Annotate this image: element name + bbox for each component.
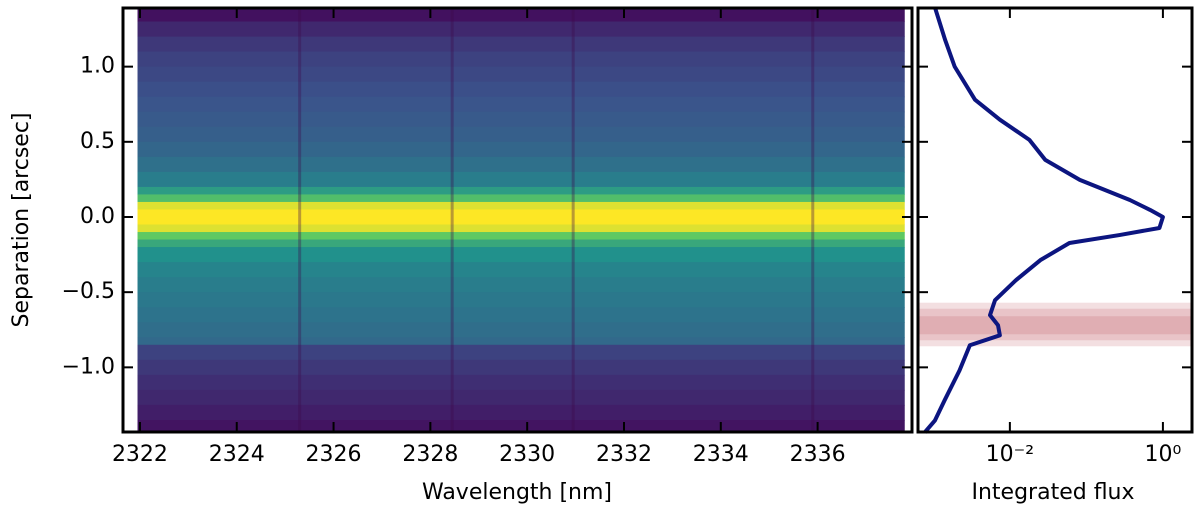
absorption-column <box>811 8 815 432</box>
x-tick-label: 2330 <box>499 442 555 467</box>
absorption-column <box>298 8 302 432</box>
y-axis-label: Separation [arcsec] <box>9 112 34 327</box>
highlight-band <box>918 316 1192 335</box>
y-tick-label: −1.0 <box>62 354 115 379</box>
x-tick-label: 10⁻² <box>986 442 1034 467</box>
heatmap-row <box>137 111 905 128</box>
highlight-band <box>918 302 1192 347</box>
heatmap-row <box>137 359 905 376</box>
x-tick-label: 2326 <box>306 442 362 467</box>
heatmap-row <box>137 126 905 143</box>
heatmap-row <box>137 171 905 188</box>
heatmap-row <box>137 344 905 361</box>
highlight-band <box>918 308 1192 341</box>
heatmap-row <box>137 156 905 173</box>
x-axis-label: Integrated flux <box>971 480 1134 505</box>
y-tick-label: 1.0 <box>80 54 115 79</box>
heatmap-row <box>137 141 905 158</box>
x-tick-label: 2332 <box>596 442 652 467</box>
heatmap-row <box>137 389 905 406</box>
heatmap-row <box>137 8 905 23</box>
x-tick-label: 2328 <box>402 442 458 467</box>
flux-profile <box>923 6 1165 434</box>
heatmap-row <box>137 36 905 53</box>
heatmap-row <box>137 292 905 308</box>
x-tick-label: 2324 <box>209 442 265 467</box>
heatmap-row <box>137 277 905 293</box>
heatmap-row <box>137 209 905 226</box>
heatmap-row <box>137 51 905 68</box>
heatmap-row <box>137 404 905 421</box>
heatmap-row <box>137 262 905 278</box>
x-tick-label: 2322 <box>112 442 168 467</box>
axes-frame <box>121 6 914 434</box>
axes-frame <box>916 6 1194 434</box>
heatmap-row <box>137 201 905 210</box>
heatmap-row <box>137 239 905 248</box>
absorption-column <box>450 8 454 432</box>
absorption-column <box>571 8 575 432</box>
heatmap-row <box>137 66 905 83</box>
heatmap-row <box>137 21 905 38</box>
heatmap-row <box>137 232 905 241</box>
heatmap-row <box>137 194 905 203</box>
heatmap-row <box>137 419 905 433</box>
x-tick-label: 2334 <box>693 442 749 467</box>
heatmap-row <box>137 247 905 263</box>
y-tick-label: 0.5 <box>80 129 115 154</box>
heatmap-row <box>137 81 905 98</box>
heatmap-row <box>137 322 905 338</box>
heatmap-row <box>137 96 905 113</box>
x-tick-label: 2336 <box>790 442 846 467</box>
x-tick-label: 10⁰ <box>1144 442 1181 467</box>
heatmap-row <box>137 374 905 391</box>
heatmap-row <box>137 337 905 346</box>
y-tick-label: 0.0 <box>80 204 115 229</box>
x-axis-label: Wavelength [nm] <box>422 480 612 505</box>
heatmap-row <box>137 224 905 233</box>
heatmap-row <box>137 307 905 323</box>
y-tick-label: −0.5 <box>62 279 115 304</box>
heatmap-row <box>137 186 905 195</box>
